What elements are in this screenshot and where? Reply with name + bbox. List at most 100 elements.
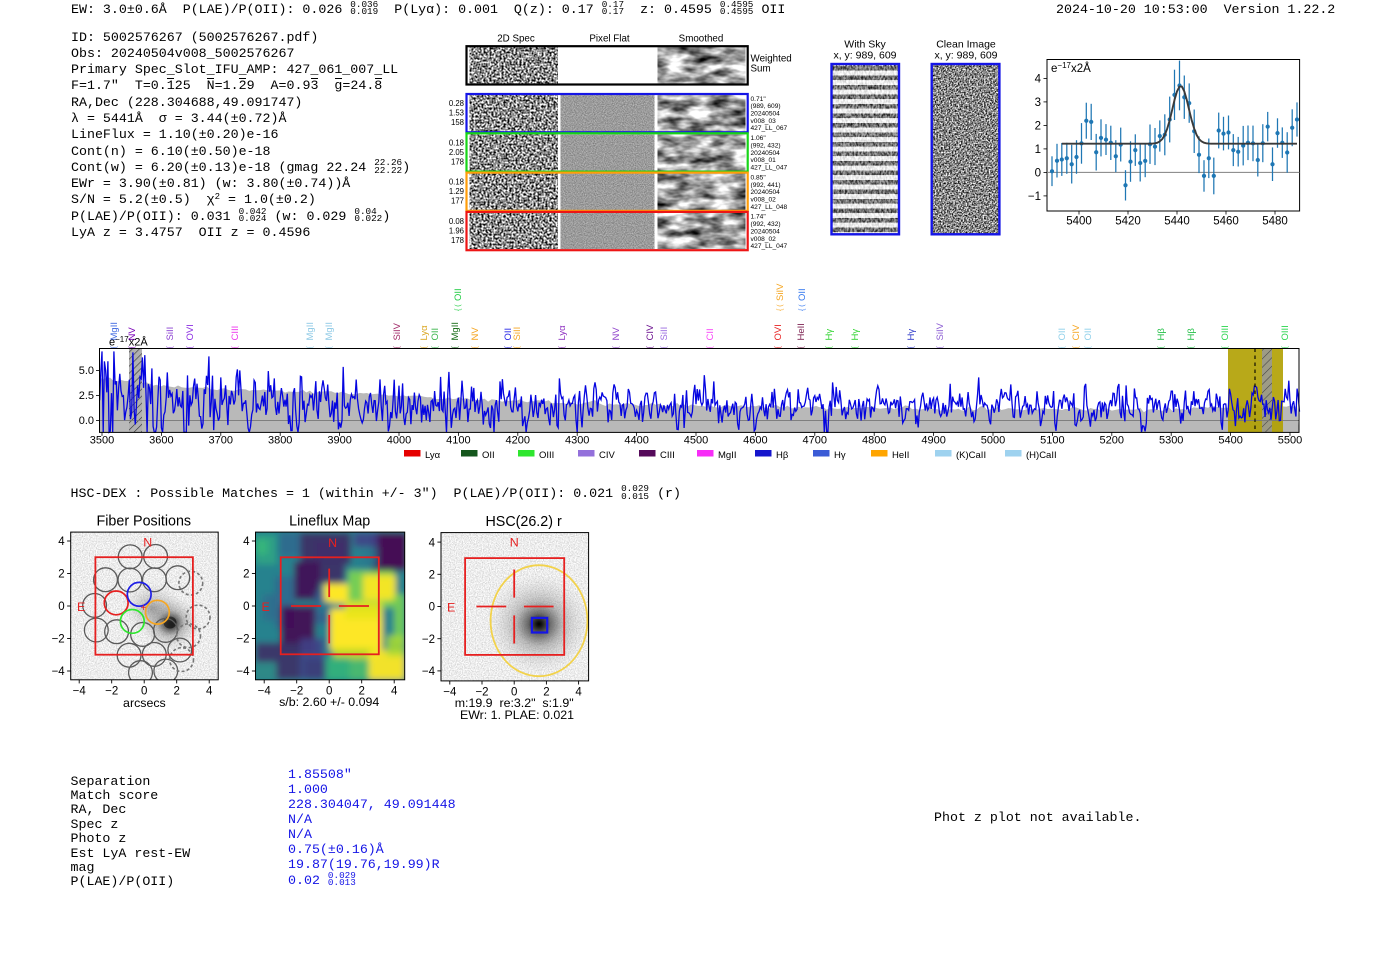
svg-text:SiIV: SiIV (392, 322, 403, 340)
svg-text:SiIV: SiIV (775, 283, 786, 301)
svg-text:{: { (1158, 346, 1165, 349)
svg-text:EWr: 1. PLAE: 0.021: EWr: 1. PLAE: 0.021 (460, 708, 574, 722)
svg-text:{: { (798, 346, 805, 349)
svg-text:4: 4 (575, 686, 582, 698)
svg-text:CIV: CIV (645, 324, 656, 341)
svg-text:20240504: 20240504 (751, 228, 781, 235)
svg-text:2.5: 2.5 (79, 390, 94, 402)
svg-text:3800: 3800 (268, 435, 292, 447)
svg-text:{: { (505, 346, 512, 349)
svg-text:{: { (167, 346, 174, 349)
svg-text:427_LL_047: 427_LL_047 (751, 165, 788, 172)
svg-text:1: 1 (1035, 144, 1041, 156)
svg-text:{: { (937, 346, 944, 349)
svg-text:CIV: CIV (599, 450, 616, 461)
svg-text:{ (: { ( (455, 304, 462, 311)
svg-text:0.85": 0.85" (751, 174, 767, 181)
svg-text:{: { (707, 346, 714, 349)
svg-text:Fiber Positions: Fiber Positions (97, 514, 192, 530)
svg-text:OII: OII (1057, 328, 1068, 341)
svg-text:OVI: OVI (773, 324, 784, 340)
svg-text:Hβ: Hβ (1186, 328, 1197, 341)
svg-text:{: { (452, 346, 459, 349)
svg-text:CIII: CIII (660, 450, 675, 461)
svg-text:N: N (328, 536, 337, 550)
svg-text:Lyα: Lyα (419, 325, 430, 341)
svg-text:(992, 432): (992, 432) (751, 221, 781, 228)
svg-text:N: N (510, 536, 519, 550)
svg-text:{: { (232, 346, 239, 349)
svg-text:1.96: 1.96 (449, 226, 464, 235)
svg-text:0: 0 (429, 602, 435, 614)
svg-text:{: { (647, 346, 654, 349)
svg-text:{: { (1188, 346, 1195, 349)
svg-text:NV: NV (611, 327, 622, 341)
svg-text:158: 158 (451, 118, 464, 127)
svg-text:v008_01: v008_01 (751, 157, 777, 164)
svg-text:0.28: 0.28 (449, 99, 464, 108)
svg-text:178: 178 (451, 157, 464, 166)
svg-text:0.08: 0.08 (449, 217, 464, 226)
svg-text:0.18: 0.18 (449, 178, 464, 187)
svg-text:{: { (1085, 346, 1092, 349)
svg-text:−4: −4 (52, 666, 66, 678)
svg-text:2.05: 2.05 (449, 148, 465, 157)
svg-text:4: 4 (243, 536, 250, 548)
svg-text:20240504: 20240504 (751, 111, 781, 118)
svg-text:{: { (394, 346, 401, 349)
svg-text:0: 0 (1035, 167, 1041, 179)
svg-text:SiII: SiII (659, 327, 670, 341)
svg-text:5100: 5100 (1040, 435, 1064, 447)
svg-text:−4: −4 (422, 666, 436, 678)
svg-text:0.0: 0.0 (79, 415, 94, 427)
svg-text:{: { (1222, 346, 1229, 349)
svg-text:1.06": 1.06" (751, 135, 767, 142)
svg-text:{: { (661, 346, 668, 349)
svg-text:OIII: OIII (1220, 325, 1231, 340)
svg-text:Clean Image: Clean Image (936, 39, 996, 51)
svg-text:20240504: 20240504 (751, 189, 781, 196)
svg-text:178: 178 (451, 236, 464, 245)
svg-text:{ (: { ( (799, 304, 806, 311)
svg-text:OIII: OIII (539, 450, 554, 461)
svg-text:5200: 5200 (1100, 435, 1124, 447)
svg-text:E: E (262, 600, 270, 614)
svg-text:Hγ: Hγ (906, 329, 917, 341)
svg-text:OII: OII (430, 328, 441, 341)
svg-text:−2: −2 (422, 634, 435, 646)
svg-text:{: { (559, 346, 566, 349)
svg-text:{: { (421, 346, 428, 349)
svg-text:HeII: HeII (796, 323, 807, 340)
svg-text:MgII: MgII (718, 450, 736, 461)
svg-text:3700: 3700 (209, 435, 233, 447)
svg-text:Hγ: Hγ (834, 450, 846, 461)
svg-text:{: { (432, 346, 439, 349)
svg-text:4600: 4600 (743, 435, 767, 447)
svg-text:{: { (826, 346, 833, 349)
svg-text:0.71": 0.71" (751, 96, 767, 103)
svg-text:N: N (143, 536, 152, 550)
svg-text:5.0: 5.0 (79, 365, 94, 377)
svg-text:4: 4 (1035, 73, 1042, 85)
svg-text:5400: 5400 (1218, 435, 1242, 447)
svg-text:NV: NV (127, 327, 138, 341)
svg-text:20240504: 20240504 (751, 150, 781, 157)
svg-text:5480: 5480 (1262, 216, 1288, 228)
svg-text:e−17x2Å: e−17x2Å (109, 335, 148, 349)
svg-text:Hβ: Hβ (776, 450, 789, 461)
svg-text:HeII: HeII (892, 450, 909, 461)
svg-text:4: 4 (429, 537, 436, 549)
svg-text:OVI: OVI (185, 324, 196, 340)
svg-text:Hγ: Hγ (824, 329, 835, 341)
svg-text:MgII: MgII (450, 322, 461, 340)
svg-text:CII: CII (705, 328, 716, 340)
svg-text:e−17x2Å: e−17x2Å (1051, 61, 1091, 75)
svg-text:2: 2 (58, 569, 64, 581)
svg-text:{: { (1073, 346, 1080, 349)
svg-text:Pixel Flat: Pixel Flat (589, 34, 630, 45)
svg-text:m:19.9 re:3.2" s:1.9": m:19.9 re:3.2" s:1.9" (455, 696, 574, 710)
svg-text:4100: 4100 (446, 435, 470, 447)
svg-text:With Sky: With Sky (844, 39, 886, 51)
svg-text:{: { (111, 346, 118, 349)
svg-text:(H)CaII: (H)CaII (1026, 450, 1057, 461)
